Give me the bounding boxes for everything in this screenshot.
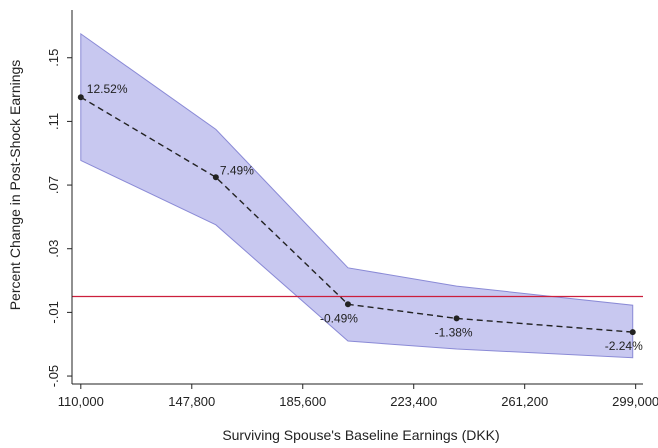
data-label: 12.52% <box>87 82 128 96</box>
axes-layer: -.05 -.01 .03 .07 .11 .15 110,000 147,800 185,60… <box>46 10 658 409</box>
series-line-layer <box>77 94 636 336</box>
x-tick-label: 110,000 <box>58 394 104 409</box>
y-tick-label: .15 <box>46 49 61 67</box>
x-tick-label: 147,800 <box>168 394 215 409</box>
data-label: -2.24% <box>605 339 643 353</box>
x-axis-title: Surviving Spouse's Baseline Earnings (DK… <box>222 427 499 443</box>
confidence-band <box>80 32 634 359</box>
y-tick-label: .03 <box>46 240 61 258</box>
data-point <box>344 301 351 308</box>
y-tick-label: -.01 <box>46 301 61 323</box>
x-tick-label: 299,000 <box>612 394 658 409</box>
y-tick-label: .11 <box>46 113 61 130</box>
y-tick-label: .07 <box>46 176 61 194</box>
y-axis-title: Percent Change in Post-Shock Earnings <box>7 60 23 311</box>
data-point <box>629 329 636 336</box>
x-tick-label: 223,400 <box>390 394 437 409</box>
y-tick-label: -.05 <box>46 365 61 387</box>
data-point <box>453 315 460 322</box>
data-label: -0.49% <box>320 311 358 325</box>
confidence-band-layer <box>80 32 634 359</box>
x-tick-label: 261,200 <box>501 394 548 409</box>
x-tick-label: 185,600 <box>279 394 326 409</box>
data-point <box>212 174 219 181</box>
data-point <box>77 94 84 101</box>
data-label: -1.38% <box>435 325 473 339</box>
data-label: 7.49% <box>220 163 254 177</box>
labels-layer: 12.52% 7.49% -0.49% -1.38% -2.24% <box>87 82 643 353</box>
